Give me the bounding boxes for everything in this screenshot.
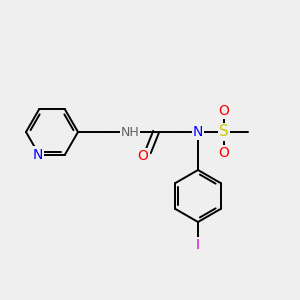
- Text: O: O: [219, 104, 230, 118]
- Text: I: I: [196, 238, 200, 252]
- Text: N: N: [193, 125, 203, 139]
- Text: N: N: [33, 148, 43, 161]
- Text: NH: NH: [121, 125, 140, 139]
- Text: O: O: [138, 149, 148, 163]
- Text: O: O: [219, 146, 230, 160]
- Text: S: S: [219, 124, 229, 140]
